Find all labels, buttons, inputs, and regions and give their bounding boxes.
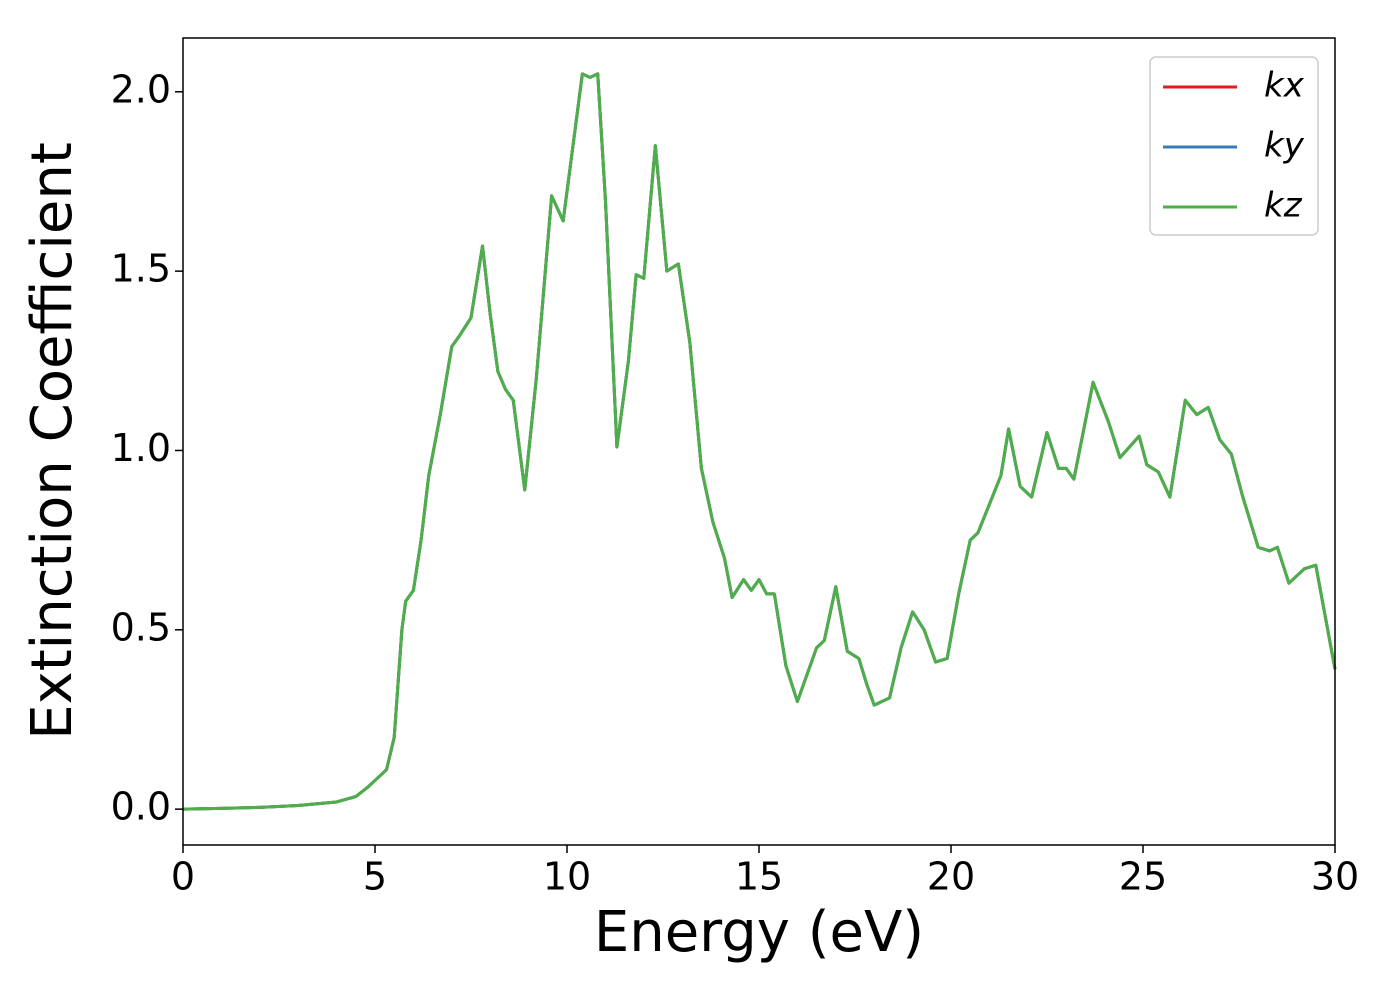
x-axis-label: Energy (eV)	[594, 900, 924, 965]
y-tick-label: 1.0	[111, 426, 171, 470]
x-tick-label: 20	[927, 855, 975, 899]
x-tick-label: 10	[543, 855, 591, 899]
legend-label: kx	[1264, 66, 1305, 106]
y-tick-label: 2.0	[111, 67, 171, 111]
x-tick-label: 0	[171, 855, 195, 899]
y-tick-label: 0.0	[111, 785, 171, 829]
x-tick-label: 15	[735, 855, 783, 899]
plot-frame	[182, 37, 1336, 846]
x-tick-label: 5	[363, 855, 387, 899]
data-line	[182, 72, 1337, 811]
y-tick-label: 1.5	[111, 247, 171, 291]
y-axis-label: Extinction Coefficient	[20, 142, 85, 740]
legend-label: kz	[1264, 186, 1303, 226]
x-tick-label: 25	[1119, 855, 1167, 899]
legend-label: ky	[1264, 126, 1305, 166]
y-tick-label: 0.5	[111, 605, 171, 649]
x-tick-label: 30	[1311, 855, 1359, 899]
